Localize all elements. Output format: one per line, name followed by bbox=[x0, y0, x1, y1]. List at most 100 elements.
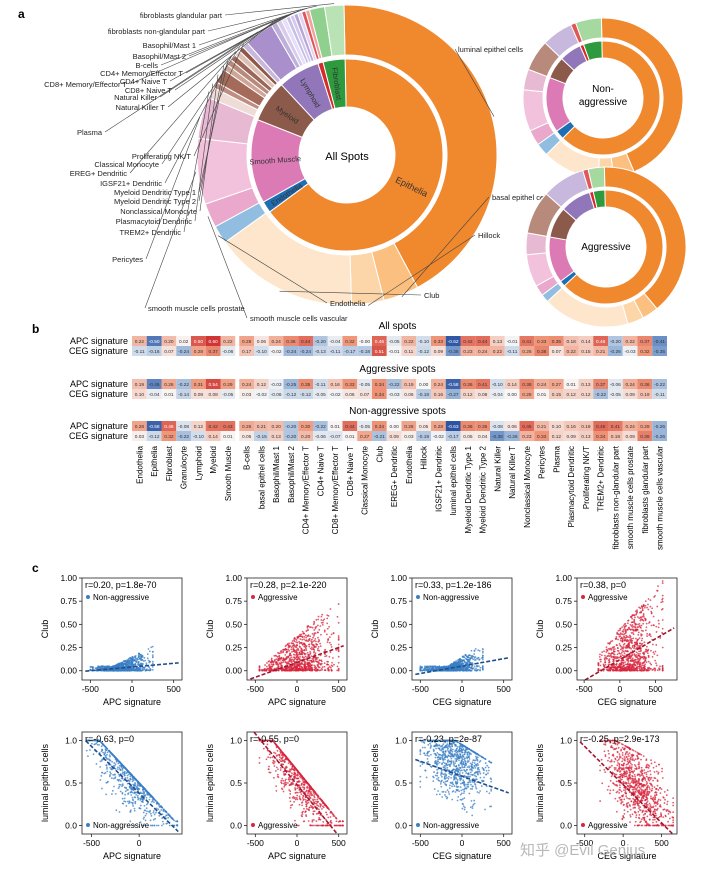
scatter-ytick-label: 0.25 bbox=[390, 643, 407, 653]
heatmap-cell-value: -0.11 bbox=[330, 349, 341, 355]
scatter-ytick-label: 0.75 bbox=[60, 596, 77, 606]
heatmap-cell-value: 0.54 bbox=[208, 382, 218, 388]
heatmap-cell-value: 0.22 bbox=[135, 339, 145, 345]
scatter-ytick-label: 0.0 bbox=[65, 821, 77, 831]
heatmap-column-label-fibroblast: Fibroblast bbox=[165, 445, 174, 481]
heatmap-cell-value: -0.22 bbox=[389, 382, 400, 388]
heatmap-column-label-classical-monocyte: Classical Monocyte bbox=[361, 445, 370, 514]
heatmap-column-label-ereg-dendritic: EREG+ Dendritic bbox=[390, 446, 399, 507]
scatter-stats: r=0.33, p=1.2e-186 bbox=[415, 580, 492, 590]
scatter-ytick-label: 0.0 bbox=[560, 821, 572, 831]
heatmap-cell-value: 0.18 bbox=[566, 339, 576, 345]
heatmap-cell-value: -0.11 bbox=[507, 349, 518, 355]
heatmap-column-label-smooth-muscle-cells-prostate: smooth muscle cells prostate bbox=[626, 445, 635, 549]
scatter-ytick-label: 1.0 bbox=[230, 736, 242, 746]
scatter-ytick-label: 0.50 bbox=[390, 619, 407, 629]
heatmap-cell-value: 0.03 bbox=[135, 434, 145, 440]
scatter-ylabel: luminal epithel cells bbox=[205, 743, 215, 822]
heatmap-block-title-non-aggressive-spots: Non-aggressive spots bbox=[349, 406, 446, 417]
heatmap-cell-value: -0.10 bbox=[492, 382, 503, 388]
scatter-ytick-label: 1.00 bbox=[60, 573, 77, 583]
scatter-ytick-label: 0.75 bbox=[225, 596, 242, 606]
heatmap-cell-value: 0.50 bbox=[194, 339, 204, 345]
donut-center-label: All Spots bbox=[325, 151, 369, 163]
heatmap-cell-value: -0.04 bbox=[330, 339, 341, 345]
heatmap-cell-value: 0.20 bbox=[301, 434, 311, 440]
heatmap-cell-value: 0.28 bbox=[522, 392, 532, 398]
heatmap-cell-value: 0.12 bbox=[552, 434, 562, 440]
scatter-ytick-label: 0.00 bbox=[225, 666, 242, 676]
heatmap-cell-value: -0.06 bbox=[610, 382, 621, 388]
scatter-ytick-label: 0.50 bbox=[60, 619, 77, 629]
heatmap-cell-value: -0.08 bbox=[492, 424, 503, 430]
heatmap-cell-value: -0.05 bbox=[359, 424, 370, 430]
heatmap-cell-value: 0.37 bbox=[596, 382, 606, 388]
heatmap-cell-value: 0.28 bbox=[194, 349, 204, 355]
donut-top-center-line2: aggressive bbox=[579, 97, 628, 108]
scatter-points bbox=[86, 740, 178, 827]
heatmap-cell-value: -0.20 bbox=[315, 339, 326, 345]
scatter-stats: r=0.38, p=0 bbox=[580, 580, 626, 590]
heatmap-row-label: CEG signature bbox=[69, 431, 128, 441]
scatter-legend: Aggressive bbox=[588, 593, 628, 602]
heatmap-cell-value: 0.12 bbox=[463, 392, 473, 398]
heatmap-cell-value: 0.34 bbox=[596, 434, 606, 440]
heatmap-column-label-endothelia: Endothelia bbox=[135, 445, 144, 483]
heatmap-column-label-igsf21-dendritic: IGSF21+ Dendritic bbox=[434, 446, 443, 512]
heatmap-cell-value: 0.03 bbox=[404, 434, 414, 440]
heatmap-cell-value: 0.18 bbox=[581, 424, 591, 430]
heatmap-cell-value: -0.10 bbox=[256, 349, 267, 355]
scatter-legend: Aggressive bbox=[588, 821, 628, 830]
scatter-xtick-label: 0 bbox=[137, 838, 142, 848]
heatmap-cell-value: 0.33 bbox=[537, 434, 547, 440]
outer-label-myeloid-dendritic-type-1: Myeloid Dendritic Type 1 bbox=[114, 188, 196, 197]
outer-label-cd8-naive-t: CD8+ Naive T bbox=[125, 86, 173, 95]
scatter-xtick-label: 0 bbox=[295, 684, 300, 694]
heatmap-cell-value: 0.07 bbox=[164, 349, 174, 355]
heatmap-cell-value: 0.08 bbox=[478, 392, 488, 398]
heatmap-cell-value: -0.06 bbox=[271, 392, 282, 398]
heatmap-cell-value: 0.20 bbox=[271, 424, 281, 430]
scatter-xlabel: CEG signature bbox=[432, 851, 491, 861]
heatmap-cell-value: 0.13 bbox=[493, 339, 503, 345]
heatmap-cell-value: -0.45 bbox=[149, 382, 160, 388]
scatter-ytick-label: 0.00 bbox=[555, 666, 572, 676]
outer-label-igsf21-dendritic: IGSF21+ Dendritic bbox=[100, 179, 162, 188]
heatmap-cell-value: -0.14 bbox=[178, 392, 189, 398]
scatter-ytick-label: 0.5 bbox=[65, 778, 77, 788]
heatmap-cell-value: -0.12 bbox=[418, 349, 429, 355]
heatmap-cell-value: 0.43 bbox=[223, 424, 233, 430]
heatmap-cell-value: 0.46 bbox=[164, 424, 174, 430]
heatmap-cell-value: 0.41 bbox=[611, 424, 621, 430]
heatmap-cell-value: -0.06 bbox=[315, 434, 326, 440]
heatmap-cell-value: -0.01 bbox=[507, 339, 518, 345]
heatmap-cell-value: 0.13 bbox=[271, 434, 281, 440]
heatmap-column-label-smooth-muscle-cells-vascular: smooth muscle cells vascular bbox=[656, 446, 665, 550]
scatter-ytick-label: 1.00 bbox=[390, 573, 407, 583]
heatmap-cell-value: 0.12 bbox=[581, 392, 591, 398]
scatter-ytick-label: 1.00 bbox=[225, 573, 242, 583]
scatter-legend: Aggressive bbox=[258, 821, 298, 830]
heatmap-cell-value: -0.26 bbox=[654, 434, 665, 440]
scatter-ytick-label: 1.0 bbox=[395, 736, 407, 746]
heatmap-cell-value: 0.13 bbox=[581, 434, 591, 440]
scatter-xtick-label: 0 bbox=[460, 838, 465, 848]
scatter-ytick-label: 0.75 bbox=[555, 596, 572, 606]
scatter-ytick-label: 0.25 bbox=[225, 643, 242, 653]
heatmap-cell-value: -0.22 bbox=[595, 392, 606, 398]
heatmap-cell-value: 0.45 bbox=[522, 424, 532, 430]
heatmap-cell-value: 0.37 bbox=[208, 349, 218, 355]
heatmap-cell-value: -0.18 bbox=[418, 392, 429, 398]
scatter-xtick-label: 500 bbox=[167, 684, 181, 694]
scatter-ytick-label: 0.75 bbox=[390, 596, 407, 606]
scatter-stats: r=-0.23, p=2e-87 bbox=[415, 734, 482, 744]
donut-bottom-center-label: Aggressive bbox=[581, 242, 631, 253]
heatmap-row-label: CEG signature bbox=[69, 389, 128, 399]
heatmap-cell-value: 0.46 bbox=[375, 339, 385, 345]
heatmap-cell-value: 0.01 bbox=[566, 382, 576, 388]
heatmap-row-label: APC signature bbox=[70, 421, 128, 431]
heatmap-cell-value: 0.06 bbox=[345, 392, 355, 398]
heatmap-cell-value: 0.06 bbox=[507, 424, 517, 430]
